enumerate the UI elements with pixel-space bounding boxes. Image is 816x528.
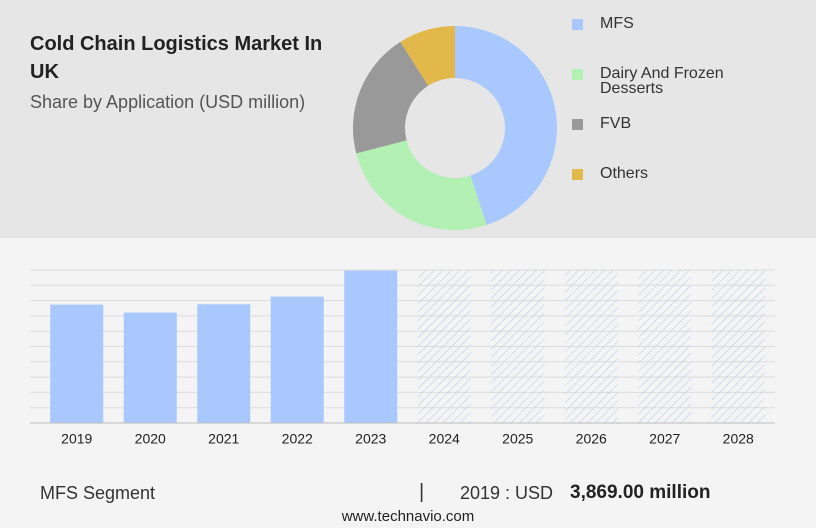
x-tick-label: 2022 (282, 431, 313, 447)
legend-swatch (572, 169, 583, 180)
x-tick-label: 2021 (208, 431, 239, 447)
x-tick-label: 2024 (429, 431, 460, 447)
legend-label: MFS (600, 15, 634, 32)
footer-year: 2019 : USD (460, 483, 554, 503)
forecast-bar (564, 270, 618, 423)
footer-value: 3,869.00 million (570, 482, 711, 503)
x-tick-label: 2019 (61, 431, 92, 447)
legend-swatch (572, 19, 583, 30)
bar (123, 312, 177, 423)
legend-swatch (572, 69, 583, 80)
website: www.technavio.com (341, 508, 475, 525)
x-tick-label: 2025 (502, 431, 533, 447)
chart-subtitle: Share by Application (USD million) (30, 92, 306, 112)
bar (197, 304, 251, 423)
forecast-bar (491, 270, 545, 423)
bar (270, 296, 324, 423)
donut-segment (400, 26, 455, 86)
donut-segment (455, 26, 558, 226)
x-tick-label: 2028 (723, 431, 754, 447)
bar (50, 304, 104, 423)
legend-label: Dairy And Frozen Desserts (600, 65, 724, 97)
chart-title: Cold Chain Logistics Market In UK (30, 33, 323, 83)
x-tick-label: 2026 (576, 431, 607, 447)
bar (344, 270, 398, 423)
forecast-bar (711, 270, 765, 423)
forecast-bar (417, 270, 471, 423)
donut-segment (353, 41, 429, 154)
legend-swatch (572, 119, 583, 130)
donut-segment (356, 140, 487, 231)
x-tick-label: 2027 (649, 431, 680, 447)
legend-label: FVB (600, 115, 632, 132)
x-tick-label: 2023 (355, 431, 386, 447)
footer-segment: MFS Segment (40, 483, 156, 503)
legend-label: Others (600, 165, 649, 182)
x-tick-label: 2020 (135, 431, 166, 447)
separator: | (419, 481, 425, 503)
forecast-bar (638, 270, 692, 423)
